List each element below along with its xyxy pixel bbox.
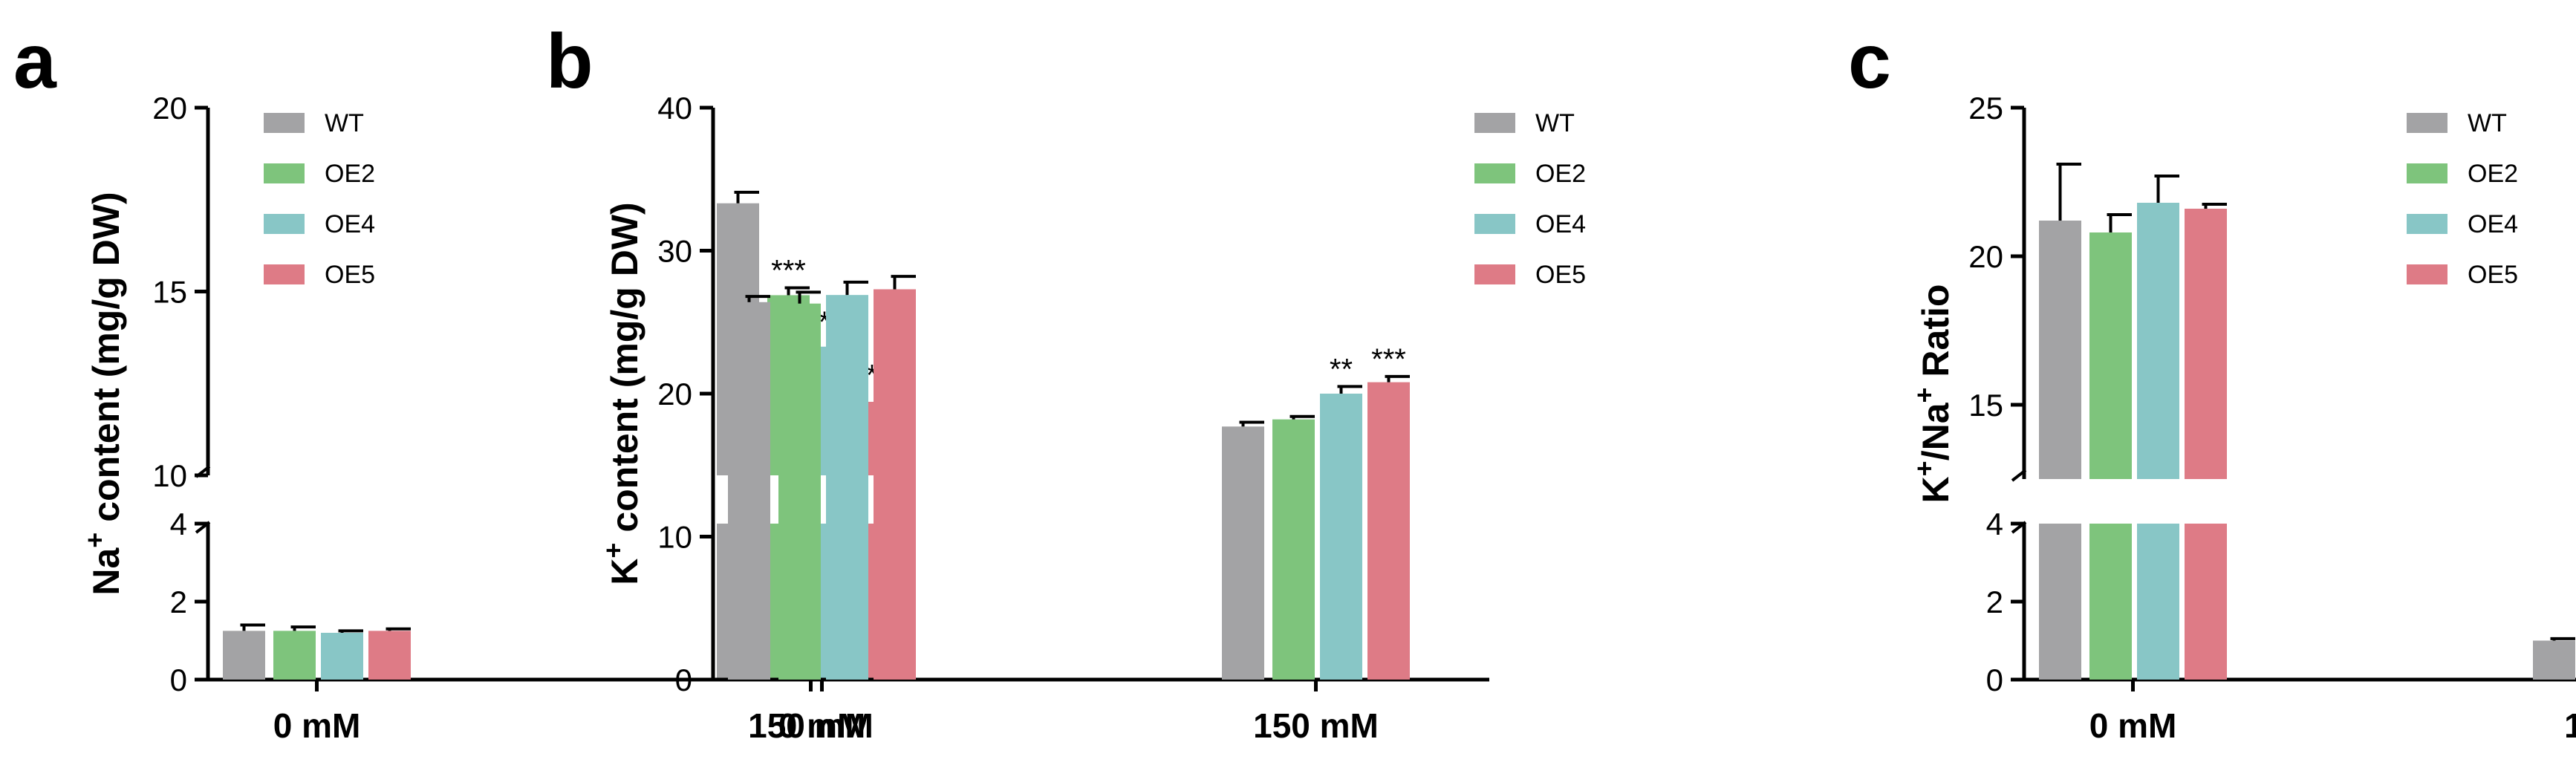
y-tick-label: 15 <box>152 275 187 310</box>
legend-label-wt: WT <box>2468 109 2507 137</box>
x-category-label: 0 mM <box>2089 706 2177 745</box>
y-tick-label: 15 <box>1968 388 2003 423</box>
y-tick-label: 40 <box>657 91 692 126</box>
bar-wt <box>728 302 770 680</box>
y-tick-label: 2 <box>1986 585 2003 619</box>
y-tick-label: 10 <box>152 458 187 493</box>
legend-label-oe4: OE4 <box>2468 210 2518 238</box>
y-axis-label-part: /Na <box>1915 402 1957 460</box>
panel-letter: c <box>1848 19 1891 105</box>
y-axis-label-part: K <box>1915 476 1957 503</box>
y-tick-label: 0 <box>1986 663 2003 697</box>
legend-label-oe5: OE5 <box>325 261 375 289</box>
significance-marker: *** <box>1371 343 1406 376</box>
y-axis-label-part: K <box>604 559 645 585</box>
legend-swatch-wt <box>2407 113 2447 133</box>
bar-oe2 <box>2089 232 2132 479</box>
legend-swatch-oe2 <box>1474 163 1515 183</box>
y-axis-label-part: + <box>1909 387 1939 403</box>
legend-label-oe4: OE4 <box>325 210 375 238</box>
x-category-label: 150 mM <box>1253 706 1379 745</box>
bar-wt <box>1222 426 1264 680</box>
y-tick-label: 2 <box>170 585 187 619</box>
y-tick-label: 0 <box>675 663 692 697</box>
legend-swatch-oe2 <box>2407 163 2447 183</box>
bar-oe4 <box>1320 394 1362 680</box>
y-tick-label: 25 <box>1968 91 2003 126</box>
bar-oe2 <box>273 631 316 680</box>
legend-swatch-wt <box>1474 113 1515 133</box>
y-tick-label: 4 <box>170 507 187 541</box>
bar-oe5 <box>874 289 916 680</box>
y-axis-label: K+/Na+ Ratio <box>1909 284 1957 504</box>
legend-label-wt: WT <box>1535 109 1575 137</box>
y-tick-label: 4 <box>1986 507 2003 541</box>
bar-wt <box>2533 640 2575 680</box>
bar-wt-lower <box>2039 524 2081 680</box>
significance-marker: ** <box>1330 353 1353 385</box>
legend-swatch-oe5 <box>1474 264 1515 284</box>
bar-oe4-lower <box>2137 524 2179 680</box>
bar-oe5-lower <box>2185 524 2227 680</box>
bar-oe2-lower <box>2089 524 2132 680</box>
x-category-label: 150 mM <box>748 706 874 745</box>
y-tick-label: 0 <box>170 663 187 697</box>
y-axis-label-part: + <box>1909 460 1939 476</box>
y-axis-label-part: + <box>79 533 110 548</box>
y-tick-label: 20 <box>1968 239 2003 274</box>
y-tick-label: 20 <box>152 91 187 126</box>
y-axis-label-part: + <box>598 543 628 559</box>
x-category-label: 150 mM <box>2564 706 2576 745</box>
y-axis-label: K+ content (mg/g DW) <box>598 202 646 585</box>
legend-label-oe5: OE5 <box>1535 261 1586 289</box>
y-axis-label-part: content (mg/g DW) <box>604 202 645 542</box>
bar-oe5 <box>368 631 411 680</box>
legend-swatch-oe4 <box>1474 214 1515 234</box>
y-axis-label-part: Ratio <box>1915 284 1957 388</box>
legend-label-oe2: OE2 <box>325 160 375 188</box>
bar-wt <box>2039 221 2081 479</box>
significance-marker: *** <box>771 255 806 287</box>
bar-wt <box>223 631 265 680</box>
legend-swatch-wt <box>264 113 305 133</box>
panel-letter: a <box>13 19 57 105</box>
bar-oe5 <box>1367 382 1410 680</box>
bar-oe2 <box>1272 419 1315 680</box>
bar-oe4 <box>826 295 868 680</box>
panel-letter: b <box>546 19 593 105</box>
y-axis-label-part: content (mg/g DW) <box>85 192 127 532</box>
x-category-label: 0 mM <box>273 706 361 745</box>
legend-swatch-oe5 <box>2407 264 2447 284</box>
legend-label-oe2: OE2 <box>2468 160 2518 188</box>
bar-oe5 <box>2185 209 2227 479</box>
legend-label-wt: WT <box>325 109 364 137</box>
legend-label-oe5: OE5 <box>2468 261 2518 289</box>
legend-swatch-oe4 <box>264 214 305 234</box>
y-tick-label: 30 <box>657 234 692 269</box>
legend-label-oe2: OE2 <box>1535 160 1586 188</box>
bar-oe4 <box>321 633 363 680</box>
axis-break-mark <box>2011 469 2027 482</box>
y-tick-label: 10 <box>657 520 692 555</box>
y-axis-label-part: Na <box>85 547 127 596</box>
legend-swatch-oe5 <box>264 264 305 284</box>
legend-swatch-oe2 <box>264 163 305 183</box>
bar-oe2 <box>778 303 821 680</box>
bar-oe4 <box>2137 203 2179 479</box>
y-axis-label: Na+ content (mg/g DW) <box>79 192 128 595</box>
y-tick-label: 20 <box>657 377 692 411</box>
x-category-label: 0 mM <box>778 706 866 745</box>
legend-swatch-oe4 <box>2407 214 2447 234</box>
legend-label-oe4: OE4 <box>1535 210 1586 238</box>
